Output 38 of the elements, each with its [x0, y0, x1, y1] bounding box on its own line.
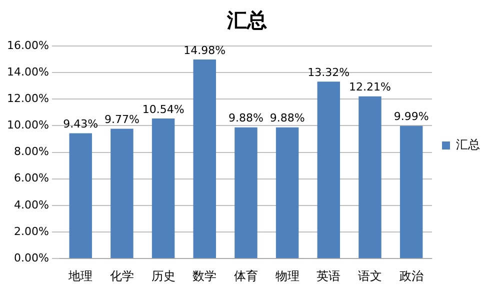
x-tick-label: 语文 [358, 268, 382, 283]
data-label: 9.99% [394, 110, 429, 124]
x-tick-label: 历史 [151, 268, 176, 283]
data-label: 9.88% [270, 112, 305, 125]
bar [234, 127, 258, 258]
bar [358, 96, 382, 258]
data-label: 9.88% [228, 112, 264, 125]
y-tick-label: 2.00% [14, 224, 49, 238]
data-label: 10.54% [142, 102, 184, 116]
y-tick-label: 6.00% [14, 172, 49, 185]
bar [317, 82, 340, 258]
bar [152, 118, 175, 258]
y-tick-label: 0.00% [14, 251, 49, 264]
x-tick-label: 英语 [316, 268, 341, 283]
y-tick-label: 8.00% [14, 145, 49, 158]
bar [276, 127, 299, 258]
x-tick-label: 数学 [192, 268, 217, 283]
y-tick-label: 12.00% [6, 92, 49, 106]
y-tick-label: 14.00% [6, 65, 49, 78]
x-tick-label: 政治 [399, 268, 424, 283]
x-tick-label: 地理 [68, 268, 93, 283]
x-tick-label: 化学 [110, 268, 134, 283]
x-tick-label: 物理 [275, 268, 300, 283]
data-label: 12.21% [349, 80, 391, 94]
bar [193, 60, 216, 258]
y-tick-label: 4.00% [14, 198, 49, 212]
data-label: 13.32% [308, 66, 350, 79]
data-label: 14.98% [184, 44, 226, 57]
y-tick-label: 16.00% [6, 38, 49, 52]
bar [400, 126, 423, 258]
legend-label: 汇总 [456, 138, 480, 152]
data-label: 9.43% [63, 118, 98, 131]
bar [110, 128, 134, 258]
y-tick-label: 10.00% [6, 118, 49, 132]
x-tick-label: 体育 [234, 268, 258, 283]
chart-title: 汇总 [226, 9, 267, 32]
data-label: 9.77% [104, 113, 140, 126]
bar [69, 133, 92, 258]
